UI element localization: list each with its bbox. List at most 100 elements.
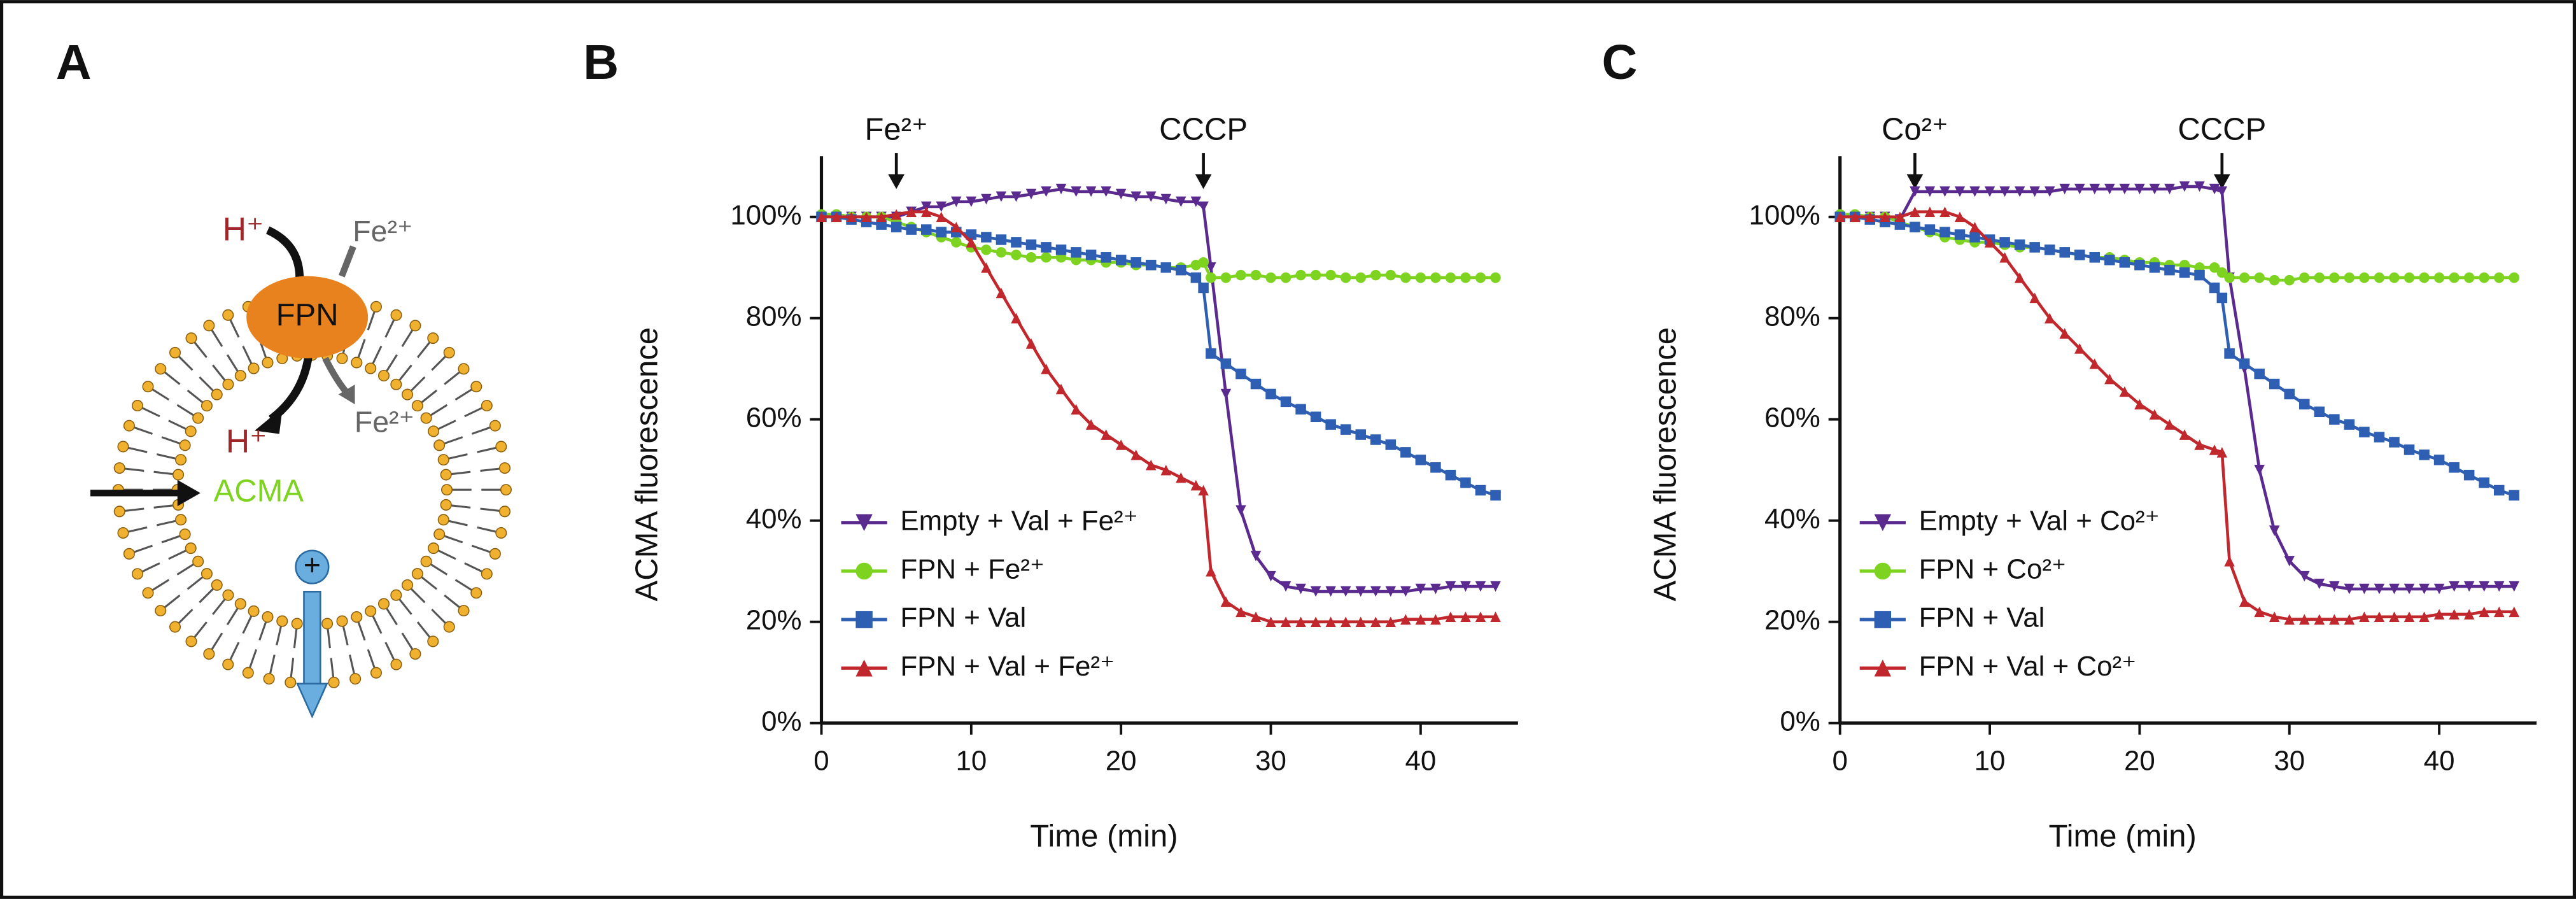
marker bbox=[981, 232, 992, 243]
lipid-head bbox=[185, 635, 197, 648]
marker bbox=[1340, 616, 1351, 627]
marker bbox=[1475, 485, 1486, 496]
marker bbox=[2479, 477, 2489, 488]
marker bbox=[2299, 614, 2310, 625]
marker bbox=[1924, 206, 1936, 218]
marker bbox=[1415, 272, 1426, 283]
marker bbox=[966, 196, 977, 208]
marker bbox=[2119, 386, 2130, 397]
marker bbox=[1198, 257, 1209, 268]
marker bbox=[1355, 586, 1366, 597]
lipid-head bbox=[155, 363, 167, 375]
marker bbox=[996, 191, 1007, 202]
marker bbox=[2493, 272, 2505, 283]
marker bbox=[1954, 211, 1966, 222]
lipid-head bbox=[276, 615, 288, 627]
cation-arrow bbox=[303, 590, 321, 688]
lipid-head bbox=[470, 381, 482, 393]
marker bbox=[920, 206, 932, 218]
lipid-head bbox=[169, 346, 181, 358]
marker bbox=[2449, 462, 2460, 473]
legend-marker bbox=[855, 611, 873, 628]
cation bbox=[295, 549, 330, 584]
lipid-head bbox=[411, 400, 423, 412]
marker bbox=[1954, 229, 1966, 240]
marker bbox=[1025, 188, 1037, 200]
marker bbox=[1190, 196, 1202, 208]
legend-marker bbox=[1874, 660, 1892, 677]
marker bbox=[1415, 455, 1426, 465]
lipid-head bbox=[433, 528, 446, 541]
marker bbox=[1969, 186, 1980, 197]
marker bbox=[2269, 274, 2280, 286]
marker bbox=[2509, 606, 2520, 618]
dye-label: ACMA bbox=[214, 474, 304, 508]
arrow-head bbox=[1195, 174, 1212, 189]
marker bbox=[1011, 237, 1022, 248]
arrow-head bbox=[255, 407, 283, 434]
marker bbox=[1325, 616, 1336, 627]
iron-label: Fe²⁺ bbox=[355, 405, 414, 438]
marker bbox=[1250, 551, 1262, 562]
y-axis-title: ACMA fluorescence bbox=[1649, 327, 1683, 601]
lipid-head bbox=[142, 587, 154, 599]
lipid-head bbox=[427, 332, 439, 344]
marker bbox=[2389, 272, 2400, 283]
marker bbox=[1325, 269, 1336, 281]
x-tick-label: 10 bbox=[955, 745, 987, 776]
lipid-head bbox=[117, 441, 129, 453]
marker bbox=[2479, 606, 2489, 618]
marker bbox=[2433, 583, 2445, 595]
marker bbox=[1325, 419, 1336, 430]
marker bbox=[936, 201, 947, 213]
marker bbox=[1235, 269, 1246, 281]
marker bbox=[2404, 272, 2415, 283]
marker bbox=[2239, 596, 2250, 607]
marker bbox=[2449, 272, 2460, 283]
marker bbox=[1910, 222, 1920, 232]
marker bbox=[936, 227, 947, 237]
marker bbox=[1355, 616, 1366, 627]
lipid-head bbox=[481, 568, 493, 580]
marker bbox=[1280, 581, 1292, 592]
marker bbox=[816, 211, 827, 222]
marker bbox=[1939, 206, 1950, 218]
marker bbox=[1475, 581, 1486, 592]
lipid-head bbox=[185, 542, 197, 555]
lipid-head bbox=[495, 527, 507, 539]
marker bbox=[2509, 490, 2520, 501]
marker bbox=[1340, 424, 1351, 435]
y-tick-label: 60% bbox=[1764, 402, 1820, 433]
marker bbox=[981, 244, 992, 255]
x-tick-label: 20 bbox=[2124, 745, 2155, 776]
marker bbox=[2149, 183, 2160, 195]
marker bbox=[2389, 437, 2400, 448]
marker bbox=[1490, 272, 1501, 283]
lipid-head bbox=[263, 673, 275, 685]
marker bbox=[1924, 186, 1936, 197]
marker bbox=[1280, 616, 1292, 627]
marker bbox=[1295, 404, 1306, 415]
marker bbox=[1385, 586, 1397, 597]
lipid-bilayer bbox=[112, 290, 512, 690]
lipid-head bbox=[365, 362, 377, 374]
x-tick-label: 0 bbox=[1833, 745, 1848, 776]
marker bbox=[1445, 469, 1456, 481]
marker bbox=[2463, 469, 2475, 481]
marker bbox=[1041, 186, 1052, 197]
marker bbox=[1145, 460, 1157, 471]
marker bbox=[1415, 583, 1426, 595]
marker bbox=[2314, 614, 2325, 625]
marker bbox=[1198, 201, 1209, 213]
legend-label: FPN + Val bbox=[900, 602, 1026, 634]
marker bbox=[2463, 609, 2475, 620]
legend-label: FPN + Val + Co²⁺ bbox=[1919, 651, 2137, 682]
marker bbox=[861, 211, 872, 222]
marker bbox=[1445, 581, 1456, 592]
x-tick-label: 40 bbox=[2424, 745, 2455, 776]
marker bbox=[2449, 581, 2460, 592]
lipid-head bbox=[285, 676, 297, 688]
marker bbox=[920, 224, 932, 235]
marker bbox=[1969, 232, 1980, 243]
marker bbox=[1220, 358, 1232, 369]
